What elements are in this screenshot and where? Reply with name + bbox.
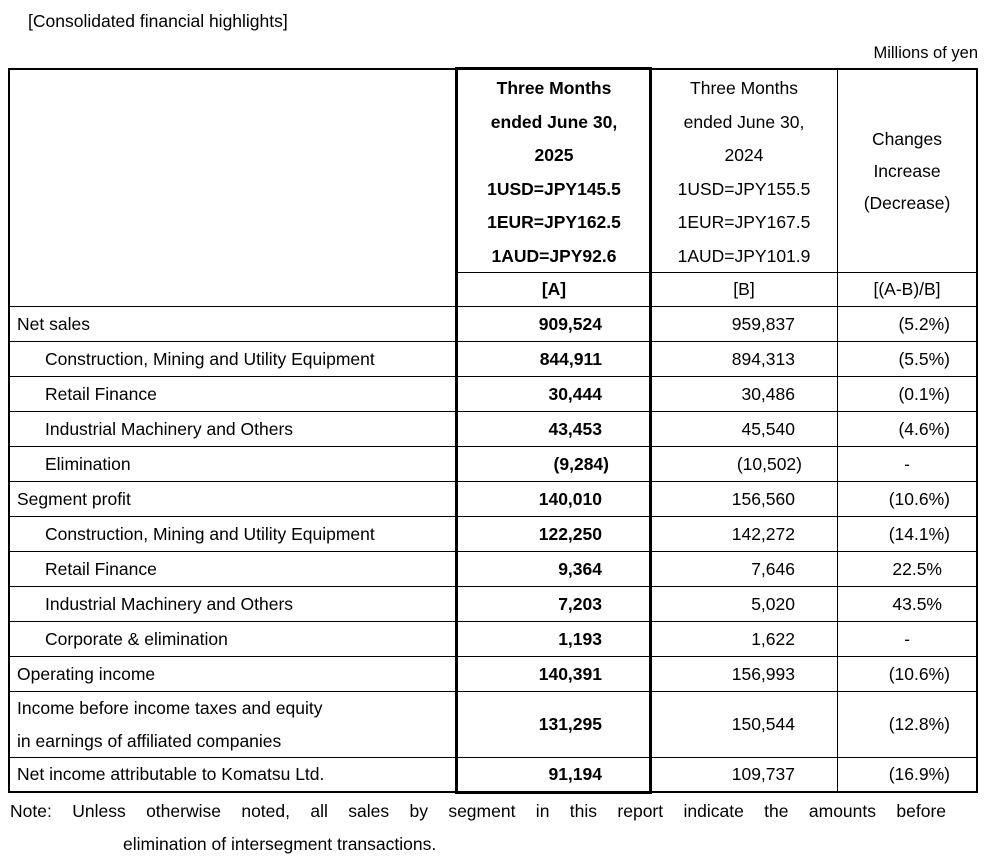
row-label-retail-finance-profit: Retail Finance xyxy=(10,551,457,586)
page-title: [Consolidated financial highlights] xyxy=(28,11,288,31)
header-changes: Changes Increase (Decrease) xyxy=(837,70,976,272)
cell-b: 45,540 xyxy=(650,411,837,446)
cell-b: 142,272 xyxy=(650,516,837,551)
cell-change: (5.5%) xyxy=(837,341,976,376)
row-label-income-before-taxes: Income before income taxes and equity in… xyxy=(10,691,457,757)
row-label-construction-profit: Construction, Mining and Utility Equipme… xyxy=(10,516,457,551)
cell-a: 91,194 xyxy=(457,757,650,791)
cell-change: (14.1%) xyxy=(837,516,976,551)
cell-b: 109,737 xyxy=(650,757,837,791)
unit-label: Millions of yen xyxy=(873,44,978,62)
cell-a: 140,391 xyxy=(457,656,650,691)
cell-change: (10.6%) xyxy=(837,481,976,516)
row-label-construction-sales: Construction, Mining and Utility Equipme… xyxy=(10,341,457,376)
cell-a: (9,284) xyxy=(457,446,650,481)
cell-change: (12.8%) xyxy=(837,691,976,757)
cell-a: 43,453 xyxy=(457,411,650,446)
note-line-1: Note: Unless otherwise noted, all sales … xyxy=(10,801,946,821)
cell-change: (10.6%) xyxy=(837,656,976,691)
cell-change: - xyxy=(837,621,976,656)
cell-a: 140,010 xyxy=(457,481,650,516)
cell-change: (5.2%) xyxy=(837,306,976,341)
cell-b: (10,502) xyxy=(650,446,837,481)
header-current-period: Three Months ended June 30, 2025 1USD=JP… xyxy=(457,70,650,272)
row-label-industrial-machinery-sales: Industrial Machinery and Others xyxy=(10,411,457,446)
cell-a: 7,203 xyxy=(457,586,650,621)
cell-b: 5,020 xyxy=(650,586,837,621)
cell-b: 7,646 xyxy=(650,551,837,586)
cell-change: 22.5% xyxy=(837,551,976,586)
cell-b: 30,486 xyxy=(650,376,837,411)
row-label-retail-finance-sales: Retail Finance xyxy=(10,376,457,411)
cell-a: 909,524 xyxy=(457,306,650,341)
cell-b: 156,993 xyxy=(650,656,837,691)
cell-change: 43.5% xyxy=(837,586,976,621)
cell-a: 844,911 xyxy=(457,341,650,376)
cell-b: 150,544 xyxy=(650,691,837,757)
cell-a: 122,250 xyxy=(457,516,650,551)
cell-change: (0.1%) xyxy=(837,376,976,411)
cell-b: 1,622 xyxy=(650,621,837,656)
row-label-corporate-elimination: Corporate & elimination xyxy=(10,621,457,656)
header-key-changes: [(A-B)/B] xyxy=(837,272,976,306)
financial-highlights-table: Three Months ended June 30, 2025 1USD=JP… xyxy=(8,68,978,793)
cell-change: (4.6%) xyxy=(837,411,976,446)
cell-b: 959,837 xyxy=(650,306,837,341)
header-empty-cell xyxy=(10,70,457,306)
row-label-industrial-machinery-profit: Industrial Machinery and Others xyxy=(10,586,457,621)
cell-b: 156,560 xyxy=(650,481,837,516)
cell-a: 1,193 xyxy=(457,621,650,656)
row-label-net-income: Net income attributable to Komatsu Ltd. xyxy=(10,757,457,791)
cell-change: - xyxy=(837,446,976,481)
note-line-2: elimination of intersegment transactions… xyxy=(123,834,437,854)
header-prior-period: Three Months ended June 30, 2024 1USD=JP… xyxy=(650,70,837,272)
header-key-a: [A] xyxy=(457,272,650,306)
row-label-operating-income: Operating income xyxy=(10,656,457,691)
cell-a: 9,364 xyxy=(457,551,650,586)
cell-b: 894,313 xyxy=(650,341,837,376)
header-key-b: [B] xyxy=(650,272,837,306)
cell-a: 131,295 xyxy=(457,691,650,757)
row-label-elimination: Elimination xyxy=(10,446,457,481)
row-label-segment-profit: Segment profit xyxy=(10,481,457,516)
cell-a: 30,444 xyxy=(457,376,650,411)
row-label-net-sales: Net sales xyxy=(10,306,457,341)
cell-change: (16.9%) xyxy=(837,757,976,791)
